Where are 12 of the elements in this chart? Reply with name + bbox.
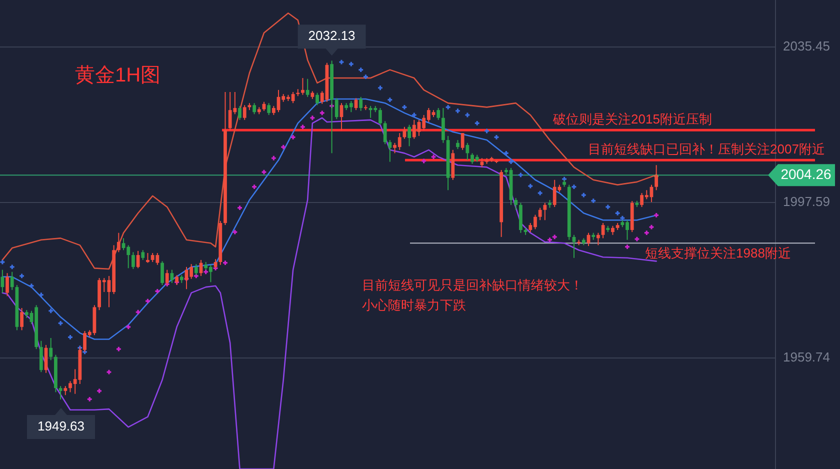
annotation: 小心随时暴力下跌 [362,297,466,312]
y-tick-label: 1959.74 [783,349,830,364]
ref-line-label: 破位则是关注2015附近压制 [552,112,712,127]
annotation: 目前短线可见只是回补缺口情绪较大！ [362,277,583,292]
text: 黄金1H图 [75,64,161,86]
y-tick-label: 1997.59 [783,194,830,209]
ref-line-label: 目前短线缺口已回补！压制关注2007附近 [588,142,825,157]
ref-line-label: 2004.26 [780,166,832,182]
annotation: 2032.13 [308,28,356,44]
annotation: 1949.63 [38,418,84,434]
y-tick-label: 2035.45 [783,38,830,54]
ref-line-label: 短线支撑位关注1988附近 [645,246,791,261]
